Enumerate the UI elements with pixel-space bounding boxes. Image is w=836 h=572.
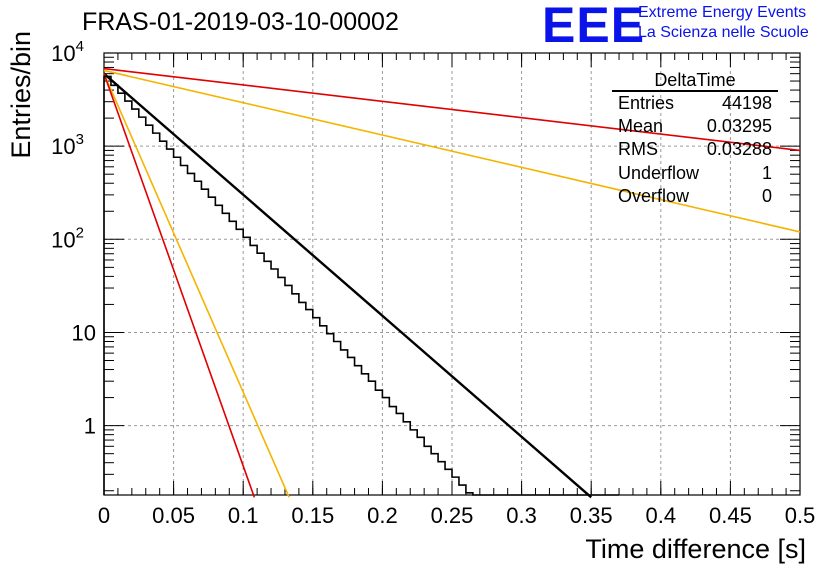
stats-label: RMS xyxy=(618,139,658,160)
stats-row: Entries 44198 xyxy=(612,92,778,115)
histogram-outline xyxy=(103,75,620,496)
x-tick-label: 0.3 xyxy=(506,503,537,528)
x-tick-label: 0.45 xyxy=(709,503,752,528)
stats-value: 0 xyxy=(761,185,772,206)
x-tick-label: 0.4 xyxy=(646,503,677,528)
y-tick-label: 103 xyxy=(51,131,84,159)
logo-line-1: Extreme Energy Events xyxy=(638,4,807,21)
stats-label: Underflow xyxy=(618,162,700,183)
stats-value: 0.03288 xyxy=(706,139,772,160)
series-line-0 xyxy=(103,72,592,499)
y-tick-label: 1 xyxy=(84,414,96,439)
stats-label: Mean xyxy=(618,116,664,137)
series-layer xyxy=(103,67,801,499)
stats-value: 44198 xyxy=(721,93,772,113)
x-tick-label: 0.2 xyxy=(367,503,398,528)
stats-label: Entries xyxy=(618,93,675,113)
x-tick-label: 0.05 xyxy=(152,503,195,528)
eee-logo: EEE xyxy=(542,0,646,53)
y-axis-label: Entries/bin xyxy=(6,31,36,159)
stats-row: RMS 0.03288 xyxy=(612,138,778,161)
x-tick-label: 0.15 xyxy=(291,503,334,528)
histogram-layer xyxy=(103,75,620,496)
chart-title: FRAS-01-2019-03-10-00002 xyxy=(82,8,399,36)
series-line-4 xyxy=(103,73,256,498)
stats-row: Mean 0.03295 xyxy=(612,115,778,138)
y-tick-label: 10 xyxy=(72,320,96,345)
x-tick-label: 0.35 xyxy=(570,503,613,528)
logo-line-2: La Scienza nelle Scuole xyxy=(638,24,809,41)
stats-row: Overflow 0 xyxy=(612,185,778,208)
series-line-3 xyxy=(103,73,290,498)
tick-labels: 0 0.05 0.1 0.15 0.2 0.25 0.3 0.35 0.4 0.45 0.51101… xyxy=(51,38,815,528)
stats-box: DeltaTime Entries 44198 Mean 0.03295 RMS… xyxy=(612,70,778,208)
x-tick-label: 0.5 xyxy=(785,503,816,528)
stats-row: Underflow 1 xyxy=(612,162,778,185)
stats-value: 0.03295 xyxy=(706,116,772,137)
x-axis-label: Time difference [s] xyxy=(585,534,806,564)
stats-value: 1 xyxy=(761,162,772,183)
x-tick-label: 0 xyxy=(98,503,110,528)
y-tick-label: 104 xyxy=(51,38,84,66)
series-line-1 xyxy=(103,67,801,152)
x-tick-label: 0.1 xyxy=(228,503,259,528)
axis-ticks xyxy=(103,52,801,495)
series-line-2 xyxy=(103,69,801,233)
stats-label: Overflow xyxy=(618,185,690,206)
y-tick-label: 102 xyxy=(51,224,84,252)
stats-title: DeltaTime xyxy=(612,70,778,92)
x-tick-label: 0.25 xyxy=(431,503,474,528)
